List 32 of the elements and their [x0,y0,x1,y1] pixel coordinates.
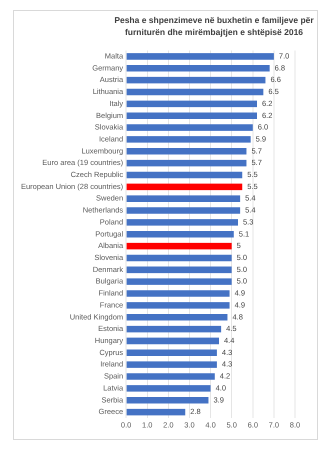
bar [126,124,253,131]
bar [126,148,246,155]
bar [126,385,211,392]
bar [126,326,222,332]
bar [126,172,242,178]
bar [126,219,238,226]
bar [126,302,230,309]
bar [126,350,217,356]
bar [126,361,217,368]
bar [126,53,274,60]
bar [126,278,232,285]
bar [126,230,234,238]
bar [126,408,186,416]
bar [126,136,251,143]
bar [126,184,242,190]
bar [126,242,232,250]
bar [126,290,230,297]
bar [126,396,208,404]
bar [126,160,246,166]
bar [126,266,232,274]
chart-title: Pesha e shpenzimeve në buxhetin e familjeve për furniturën dhe mirëmbajtjen e shtëpisë 2016 [113,14,315,38]
bar [126,338,220,344]
bar [126,65,270,72]
bar [126,314,228,320]
bar [126,112,258,119]
bar [126,207,240,214]
bar [126,254,232,262]
bar [126,76,266,84]
bar [126,88,264,96]
bar [126,100,258,108]
bar [126,195,240,202]
bar [126,373,215,380]
